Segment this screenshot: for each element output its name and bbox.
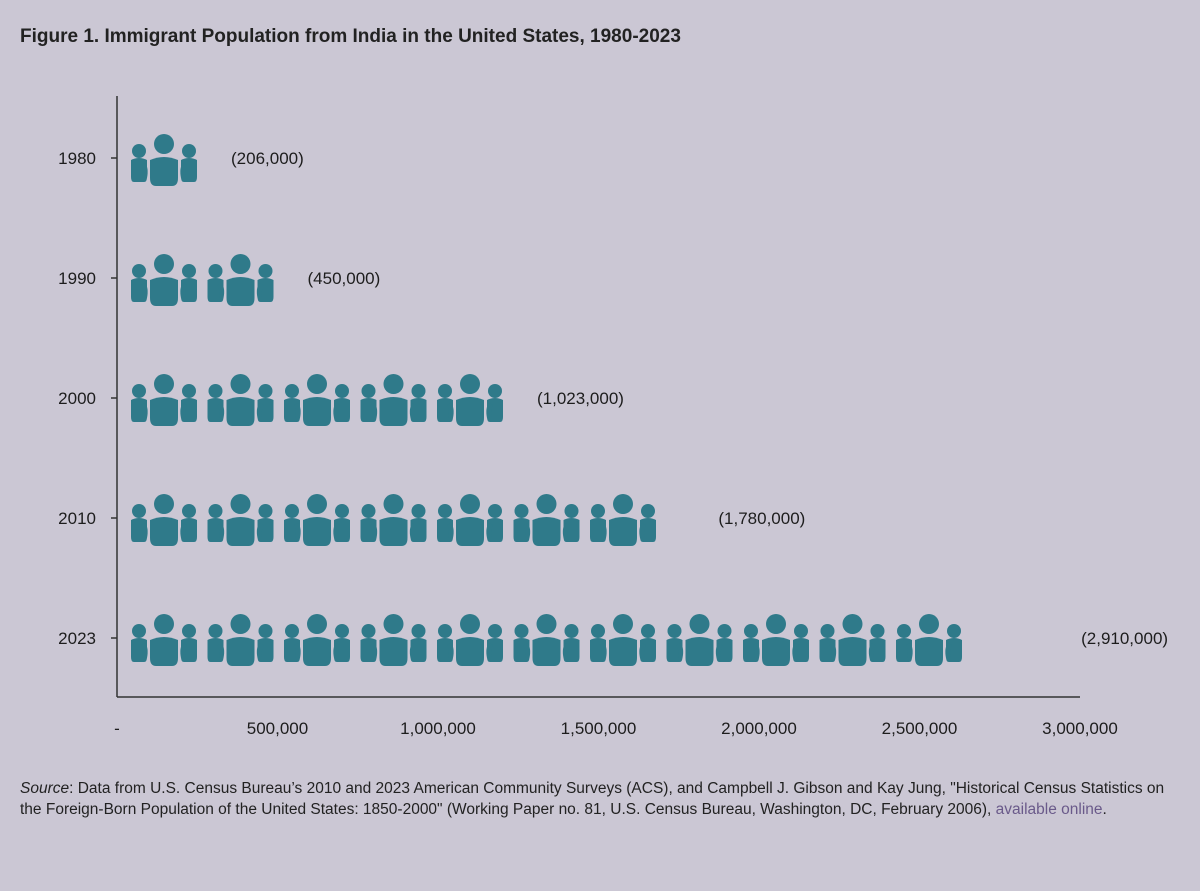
pictogram-row <box>131 254 274 306</box>
pictogram-row <box>131 374 503 426</box>
pictogram-chart: - 500,000 1,000,000 1,500,000 2,000,000 2,500… <box>58 96 1168 738</box>
data-label: (206,000) <box>231 149 304 168</box>
people-group-icon <box>207 614 274 666</box>
people-group-icon <box>590 494 656 546</box>
people-group-icon <box>437 374 503 426</box>
pictogram-row <box>131 134 197 186</box>
data-rows: (206,000) (450,000) (1,023,000) (1,780,000)… <box>131 134 1168 666</box>
people-group-icon <box>284 494 350 546</box>
x-tick-label: 500,000 <box>247 719 308 738</box>
y-tick-label: 2000 <box>58 389 96 408</box>
people-group-icon <box>131 374 197 426</box>
data-label: (1,780,000) <box>718 509 805 528</box>
x-tick-label: - <box>114 719 120 738</box>
source-text: : Data from U.S. Census Bureau’s 2010 an… <box>20 780 1165 818</box>
people-group-icon <box>360 374 427 426</box>
people-group-icon <box>513 614 580 666</box>
x-tick-label: 1,500,000 <box>561 719 637 738</box>
axes: - 500,000 1,000,000 1,500,000 2,000,000 2,500… <box>58 96 1118 738</box>
y-tick-label: 2010 <box>58 509 96 528</box>
people-group-icon <box>284 614 350 666</box>
x-tick-label: 3,000,000 <box>1042 719 1118 738</box>
y-tick-label: 2023 <box>58 629 96 648</box>
people-group-icon <box>896 614 962 666</box>
people-group-icon <box>207 254 274 306</box>
data-label: (1,023,000) <box>537 389 624 408</box>
pictogram-row <box>131 494 656 546</box>
people-group-icon <box>284 374 350 426</box>
y-tick-label: 1980 <box>58 149 96 168</box>
people-group-icon <box>513 494 580 546</box>
people-group-icon <box>131 614 197 666</box>
people-group-icon <box>590 614 656 666</box>
people-group-icon <box>360 494 427 546</box>
people-group-icon <box>131 134 197 186</box>
available-online-link[interactable]: available online <box>995 801 1103 818</box>
people-group-icon <box>819 614 886 666</box>
data-label: (2,910,000) <box>1081 629 1168 648</box>
people-group-icon <box>207 494 274 546</box>
y-tick-label: 1990 <box>58 269 96 288</box>
x-tick-label: 2,000,000 <box>721 719 797 738</box>
data-label: (450,000) <box>308 269 381 288</box>
people-group-icon <box>131 254 197 306</box>
chart-title: Figure 1. Immigrant Population from Indi… <box>20 26 681 47</box>
source-end: . <box>1102 801 1107 818</box>
people-group-icon <box>743 614 809 666</box>
x-tick-label: 1,000,000 <box>400 719 476 738</box>
people-group-icon <box>666 614 733 666</box>
pictogram-row <box>131 614 962 666</box>
x-tick-label: 2,500,000 <box>882 719 958 738</box>
source-note: Source: Data from U.S. Census Bureau’s 2… <box>20 778 1170 820</box>
people-group-icon <box>437 494 503 546</box>
people-group-icon <box>207 374 274 426</box>
people-group-icon <box>131 494 197 546</box>
people-group-icon <box>360 614 427 666</box>
source-label: Source <box>20 780 70 797</box>
people-group-icon <box>437 614 503 666</box>
